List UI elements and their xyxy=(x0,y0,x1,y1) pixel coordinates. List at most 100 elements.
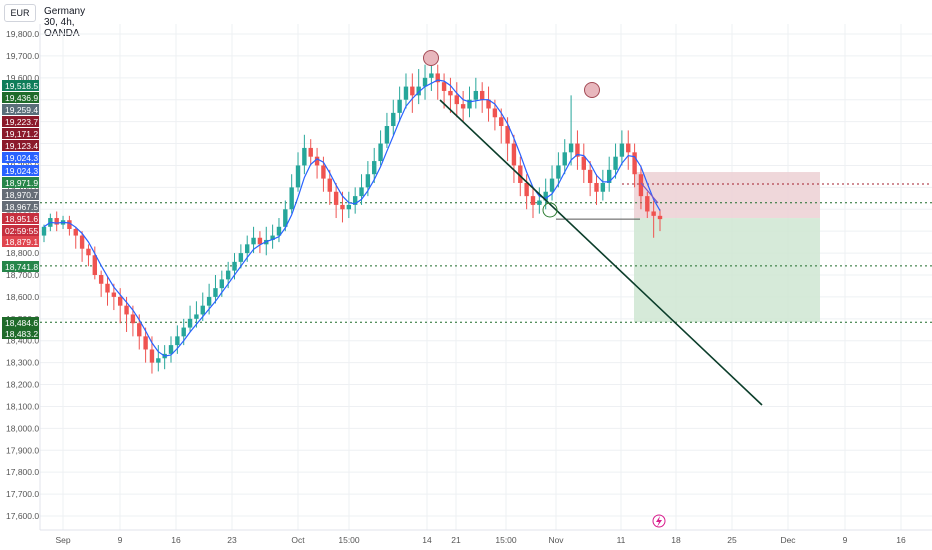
candle-body xyxy=(41,226,47,236)
price-badge-text: 18,879.1 xyxy=(5,237,38,247)
x-tick-label: 15:00 xyxy=(495,535,517,545)
candle-body xyxy=(321,165,326,179)
price-badge xyxy=(2,213,39,224)
top-marker-left xyxy=(423,50,439,66)
price-badge-text: 19,518.5 xyxy=(5,81,38,91)
y-tick-label: 17,700.0 xyxy=(6,489,39,499)
candle-body xyxy=(352,196,358,205)
projection-segment xyxy=(640,182,659,204)
x-tick-label: 14 xyxy=(422,535,432,545)
candle-body xyxy=(225,270,231,280)
candle-body xyxy=(568,143,574,153)
candle-body xyxy=(403,86,409,100)
trend-annotations xyxy=(423,50,763,406)
candle-body xyxy=(257,237,263,245)
y-tick-label: 18,400.0 xyxy=(6,336,39,346)
candle-body xyxy=(295,165,301,188)
y-tick-label: 18,300.0 xyxy=(6,358,39,368)
price-badge xyxy=(2,201,39,212)
candle-body xyxy=(143,336,148,350)
x-axis: Sep 9 16 23 Oct 15:00 14 21 15:00 Nov 11 18 25 Dec 9 16 xyxy=(55,535,906,545)
candle-body xyxy=(314,156,320,166)
candle-body xyxy=(435,73,440,83)
price-badge-text: 18,483.2 xyxy=(5,329,38,339)
candle-body xyxy=(524,182,529,197)
candle-body xyxy=(270,235,275,240)
candle-body xyxy=(467,99,472,109)
candle-body xyxy=(479,90,485,100)
candle-body xyxy=(73,228,78,236)
candle-body xyxy=(149,349,155,363)
price-badge xyxy=(2,236,39,247)
take-profit-zone xyxy=(634,218,820,323)
candle-body xyxy=(632,152,637,175)
x-tick-label: 16 xyxy=(896,535,906,545)
y-tick-label: 18,800.0 xyxy=(6,248,39,258)
candle-body xyxy=(111,292,117,297)
candle-body xyxy=(626,143,631,153)
candle-body xyxy=(505,126,510,144)
candle-body xyxy=(486,99,491,109)
candle-body xyxy=(460,104,466,109)
candle-body xyxy=(372,161,377,175)
candle-body xyxy=(118,296,123,306)
price-badge xyxy=(2,80,39,91)
x-tick-label: 9 xyxy=(843,535,848,545)
x-tick-label: 11 xyxy=(617,535,626,545)
position-zones xyxy=(634,172,820,323)
candle-body xyxy=(556,165,561,179)
candle-body xyxy=(397,99,402,113)
price-badge-text: 19,223.7 xyxy=(5,117,38,127)
candle-body xyxy=(391,112,396,127)
x-tick-label: 9 xyxy=(118,535,123,545)
candle-body xyxy=(219,279,225,289)
y-tick-label: 17,900.0 xyxy=(6,445,39,455)
candle-body xyxy=(416,86,421,96)
candle-body xyxy=(448,90,453,96)
candle-body xyxy=(638,174,644,197)
stop-loss-zone xyxy=(634,172,820,219)
price-badge-text: 18,970.7 xyxy=(5,190,38,200)
candle-body xyxy=(410,86,415,96)
x-tick-label: 18 xyxy=(671,535,681,545)
candle-body xyxy=(422,77,428,87)
candle-body xyxy=(549,178,555,192)
candle-body xyxy=(86,248,91,256)
price-badge-text: 18,484.6 xyxy=(5,318,38,328)
price-badge-text: 18,741.8 xyxy=(5,262,38,272)
candles xyxy=(41,60,663,374)
candle-body xyxy=(302,147,307,166)
candle-body xyxy=(79,235,85,249)
candle-body xyxy=(130,314,136,324)
candle-body xyxy=(619,143,625,157)
candle-body xyxy=(530,196,536,205)
candle-body xyxy=(327,178,332,192)
neckline-marker xyxy=(542,202,558,218)
candle-body xyxy=(105,283,110,293)
price-badge-text: 19,171.2 xyxy=(5,129,38,139)
price-badge xyxy=(2,140,39,151)
x-tick-label: 15:00 xyxy=(338,535,360,545)
candle-body xyxy=(54,218,59,225)
candle-body xyxy=(606,169,612,183)
y-tick-label: 19,700.0 xyxy=(6,51,39,61)
currency-selector[interactable]: EUR xyxy=(4,4,36,22)
y-tick-label: 18,700.0 xyxy=(6,270,39,280)
candle-body xyxy=(613,156,618,170)
price-badge-text: 02:59:55 xyxy=(5,226,38,236)
price-badge xyxy=(2,152,39,163)
candle-body xyxy=(543,191,548,201)
candle-body xyxy=(518,165,523,183)
candle-body xyxy=(168,345,174,354)
candle-body xyxy=(441,82,447,91)
y-tick-label: 18,600.0 xyxy=(6,292,39,302)
top-marker-right xyxy=(584,82,600,98)
price-badge-text: 19,259.4 xyxy=(5,105,38,115)
candle-body xyxy=(562,152,567,166)
candle-body xyxy=(92,255,98,275)
candle-body xyxy=(384,126,390,144)
level-lines xyxy=(40,183,932,323)
y-tick-label: 18,200.0 xyxy=(6,380,39,390)
lightning-icon[interactable] xyxy=(652,514,666,528)
